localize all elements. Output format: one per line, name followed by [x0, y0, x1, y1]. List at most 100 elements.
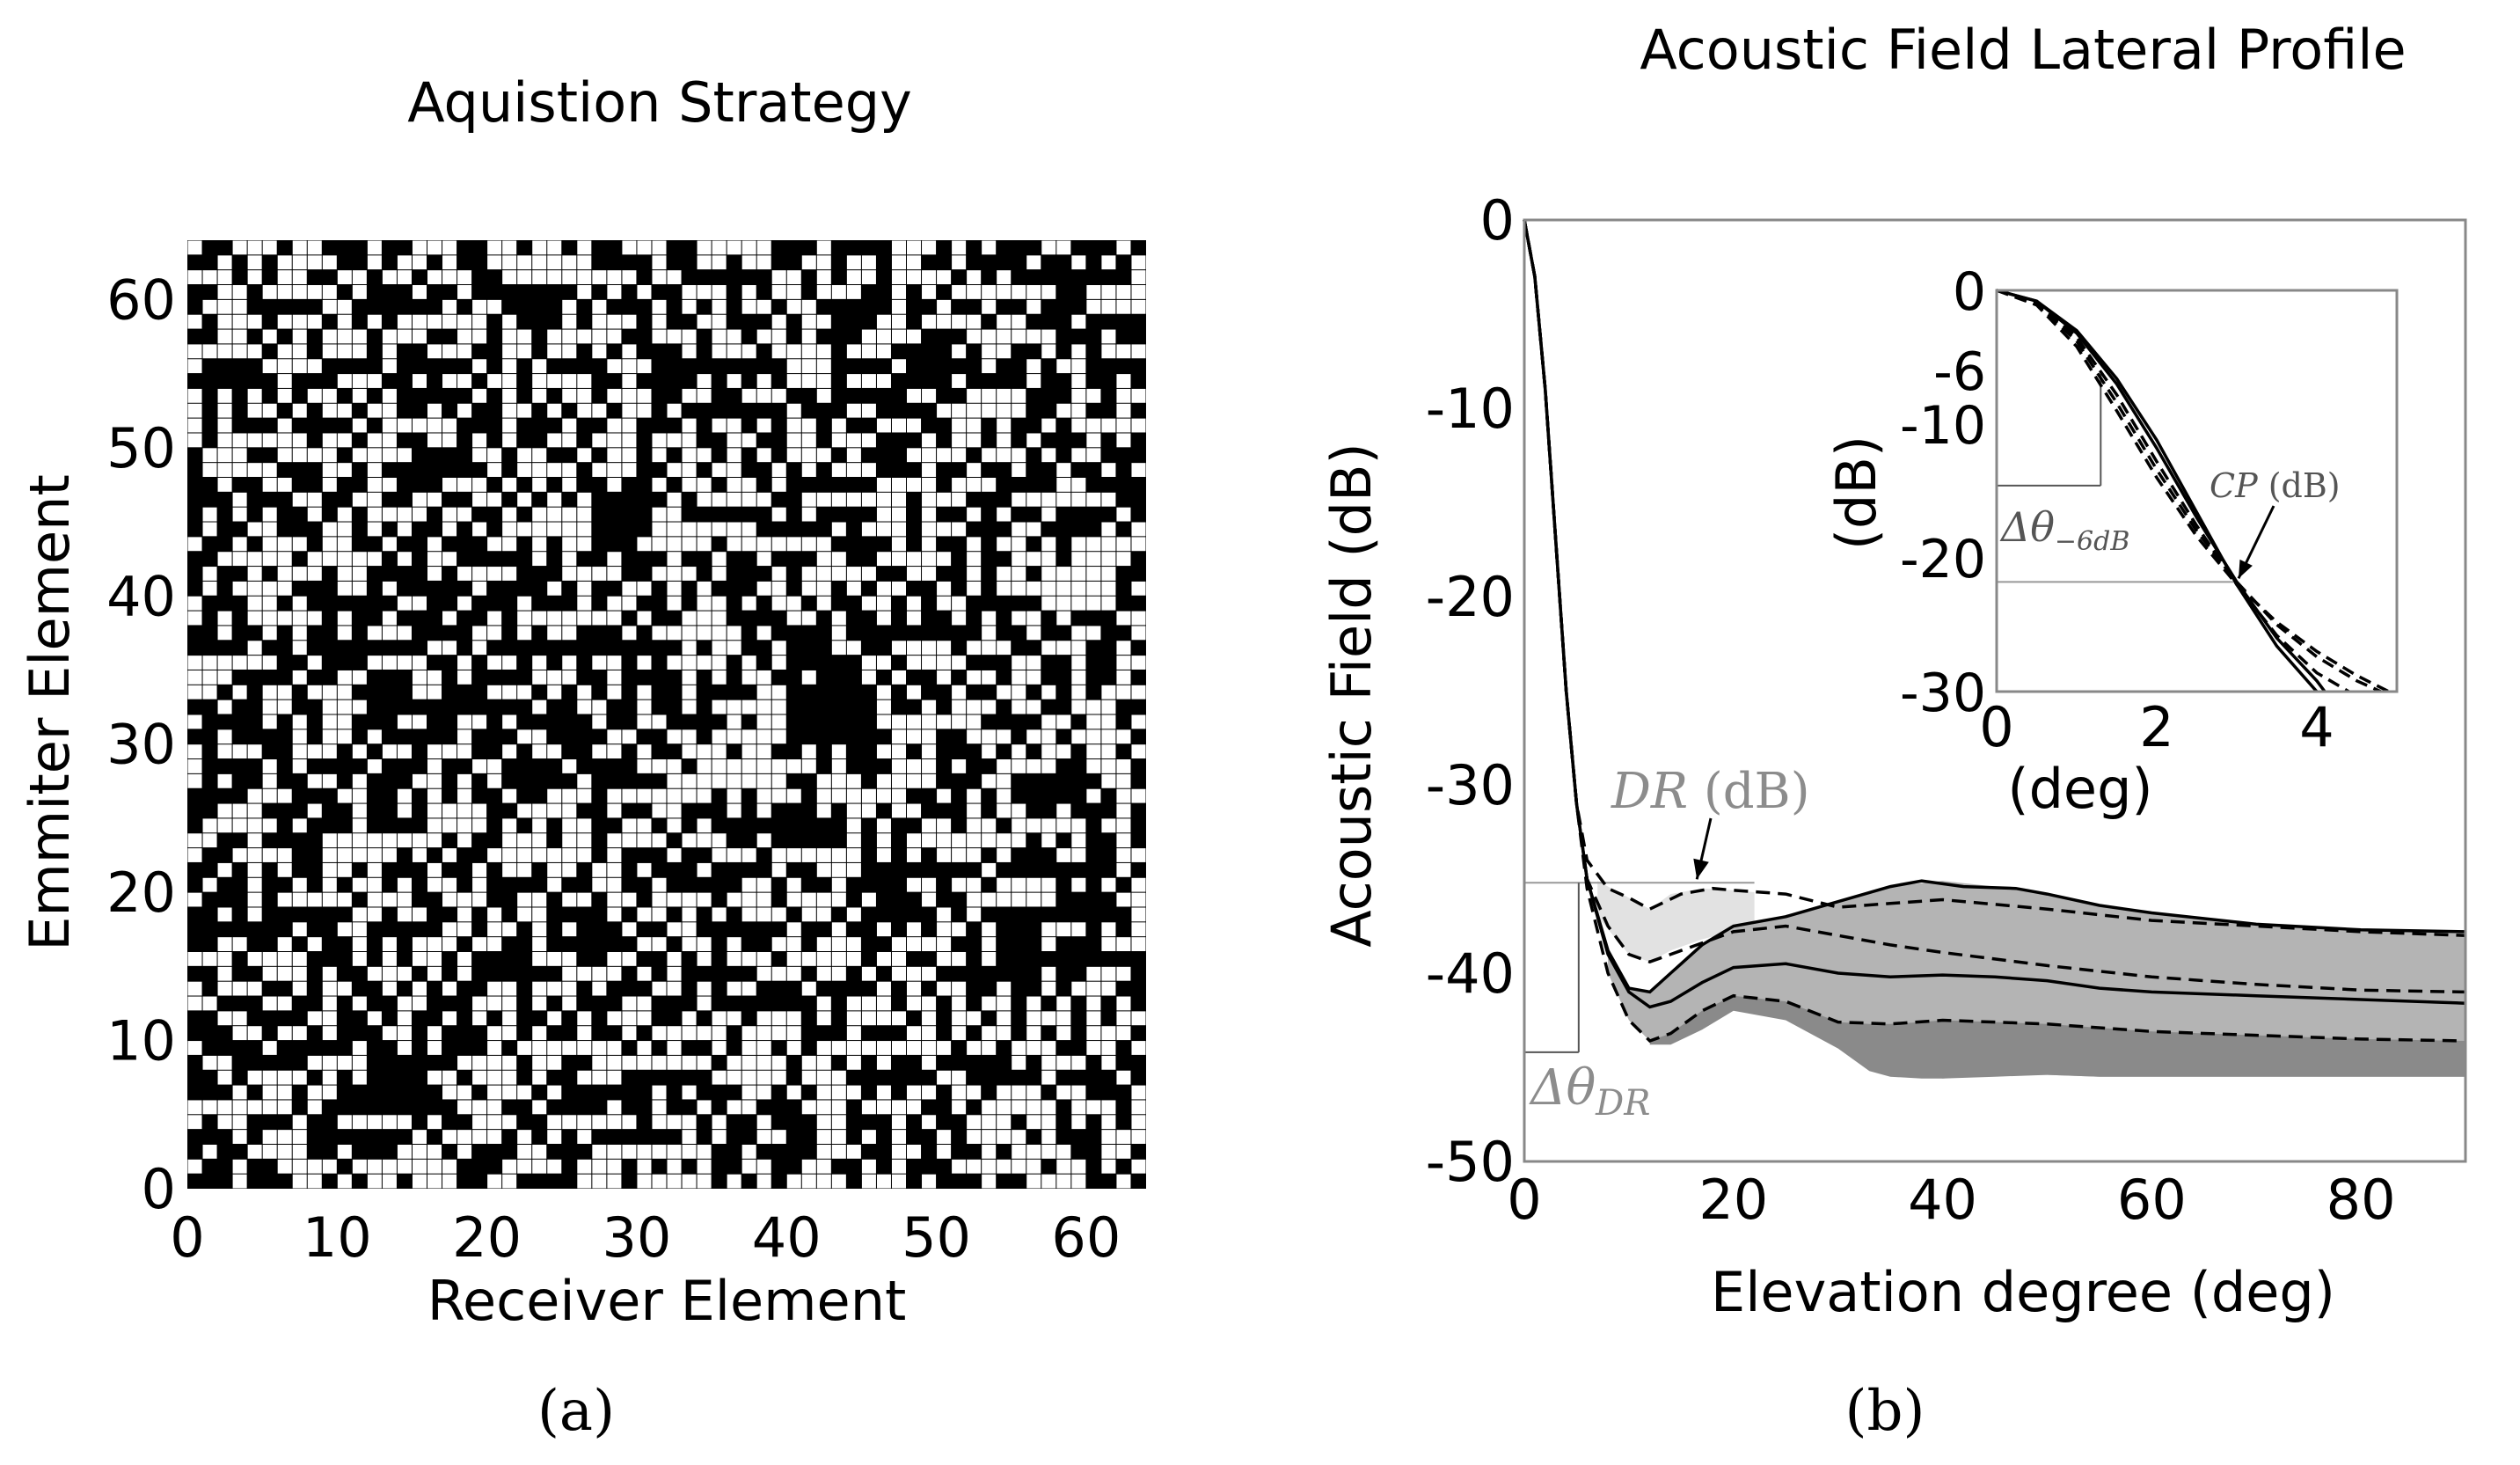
heatmap-cell	[217, 626, 232, 641]
heatmap-cell	[502, 1026, 517, 1041]
heatmap-cell	[756, 759, 771, 773]
heatmap-cell	[262, 1130, 277, 1144]
heatmap-cell	[952, 833, 967, 848]
heatmap-cell	[861, 567, 876, 581]
heatmap-cell	[922, 744, 937, 759]
heatmap-cell	[277, 478, 292, 492]
heatmap-cell	[352, 818, 367, 833]
heatmap-cell	[682, 656, 697, 670]
heatmap-cell	[457, 922, 472, 937]
heatmap-cell	[562, 329, 577, 344]
heatmap-cell	[652, 448, 667, 463]
heatmap-cell	[922, 1174, 937, 1189]
heatmap-cell	[187, 537, 202, 552]
heatmap-cell	[262, 359, 277, 374]
panel-label-b: (b)	[1845, 1379, 1925, 1444]
heatmap-cell	[202, 685, 217, 700]
heatmap-cell	[771, 700, 786, 714]
heatmap-cell	[532, 952, 547, 966]
heatmap-cell	[232, 344, 247, 359]
heatmap-cell	[592, 981, 607, 996]
heatmap-cell	[771, 1011, 786, 1026]
heatmap-cell	[547, 581, 562, 596]
heatmap-cell	[637, 581, 652, 596]
heatmap-cell	[967, 270, 982, 285]
heatmap-cell	[801, 759, 816, 773]
heatmap-cell	[427, 937, 442, 951]
heatmap-cell	[861, 788, 876, 803]
heatmap-cell	[861, 892, 876, 907]
heatmap-cell	[562, 848, 577, 862]
heatmap-cell	[547, 1085, 562, 1100]
heatmap-cell	[517, 1041, 532, 1055]
heatmap-cell	[1101, 877, 1116, 892]
heatmap-cell	[1056, 803, 1071, 818]
heatmap-cell	[652, 240, 667, 255]
heatmap-cell	[652, 981, 667, 996]
heatmap-cell	[217, 700, 232, 714]
heatmap-cell	[337, 892, 352, 907]
heatmap-cell	[846, 862, 861, 877]
heatmap-cell	[472, 803, 487, 818]
heatmap-cell	[502, 418, 517, 433]
heatmap-cell	[967, 1085, 982, 1100]
heatmap-cell	[202, 1100, 217, 1115]
heatmap-cell	[427, 877, 442, 892]
heatmap-cell	[382, 478, 397, 492]
heatmap-cell	[607, 448, 622, 463]
heatmap-cell	[547, 877, 562, 892]
heatmap-cell	[952, 1085, 967, 1100]
heatmap-cell	[622, 448, 637, 463]
heatmap-cell	[1056, 744, 1071, 759]
heatmap-cell	[952, 492, 967, 507]
heatmap-cell	[262, 759, 277, 773]
heatmap-cell	[547, 270, 562, 285]
heatmap-cell	[816, 1115, 831, 1130]
heatmap-cell	[1071, 418, 1086, 433]
heatmap-cell	[682, 1085, 697, 1100]
heatmap-cell	[217, 744, 232, 759]
heatmap-cell	[1041, 552, 1056, 567]
heatmap-cell	[741, 1055, 756, 1070]
heatmap-cell	[891, 641, 906, 656]
heatmap-cell	[637, 833, 652, 848]
heatmap-cell	[1026, 656, 1041, 670]
heatmap-x-tick-label: 50	[902, 1205, 971, 1270]
heatmap-cell	[262, 552, 277, 567]
heatmap-cell	[217, 1055, 232, 1070]
heatmap-cell	[1131, 537, 1146, 552]
heatmap-cell	[712, 656, 727, 670]
heatmap-cell	[907, 552, 922, 567]
heatmap-cell	[741, 1070, 756, 1085]
heatmap-cell	[382, 418, 397, 433]
heatmap-cell	[607, 1055, 622, 1070]
heatmap-cell	[457, 714, 472, 729]
heatmap-cell	[1131, 344, 1146, 359]
heatmap-cell	[187, 981, 202, 996]
heatmap-cell	[307, 567, 322, 581]
heatmap-cell	[232, 1100, 247, 1115]
heatmap-cell	[952, 596, 967, 611]
heatmap-cell	[202, 656, 217, 670]
heatmap-cell	[982, 892, 997, 907]
heatmap-cell	[322, 478, 337, 492]
heatmap-cell	[756, 448, 771, 463]
heatmap-cell	[816, 596, 831, 611]
heatmap-cell	[967, 892, 982, 907]
heatmap-cell	[247, 641, 262, 656]
heatmap-cell	[667, 433, 682, 448]
heatmap-cell	[1101, 818, 1116, 833]
heatmap-cell	[982, 299, 997, 314]
heatmap-cell	[1101, 759, 1116, 773]
heatmap-cell	[741, 848, 756, 862]
heatmap-cell	[217, 1115, 232, 1130]
heatmap-cell	[1041, 759, 1056, 773]
heatmap-cell	[997, 270, 1012, 285]
heatmap-cell	[682, 729, 697, 744]
heatmap-cell	[592, 714, 607, 729]
heatmap-cell	[997, 1115, 1012, 1130]
heatmap-cell	[427, 1144, 442, 1159]
heatmap-cell	[412, 374, 427, 388]
heatmap-cell	[472, 1100, 487, 1115]
heatmap-cell	[442, 418, 457, 433]
